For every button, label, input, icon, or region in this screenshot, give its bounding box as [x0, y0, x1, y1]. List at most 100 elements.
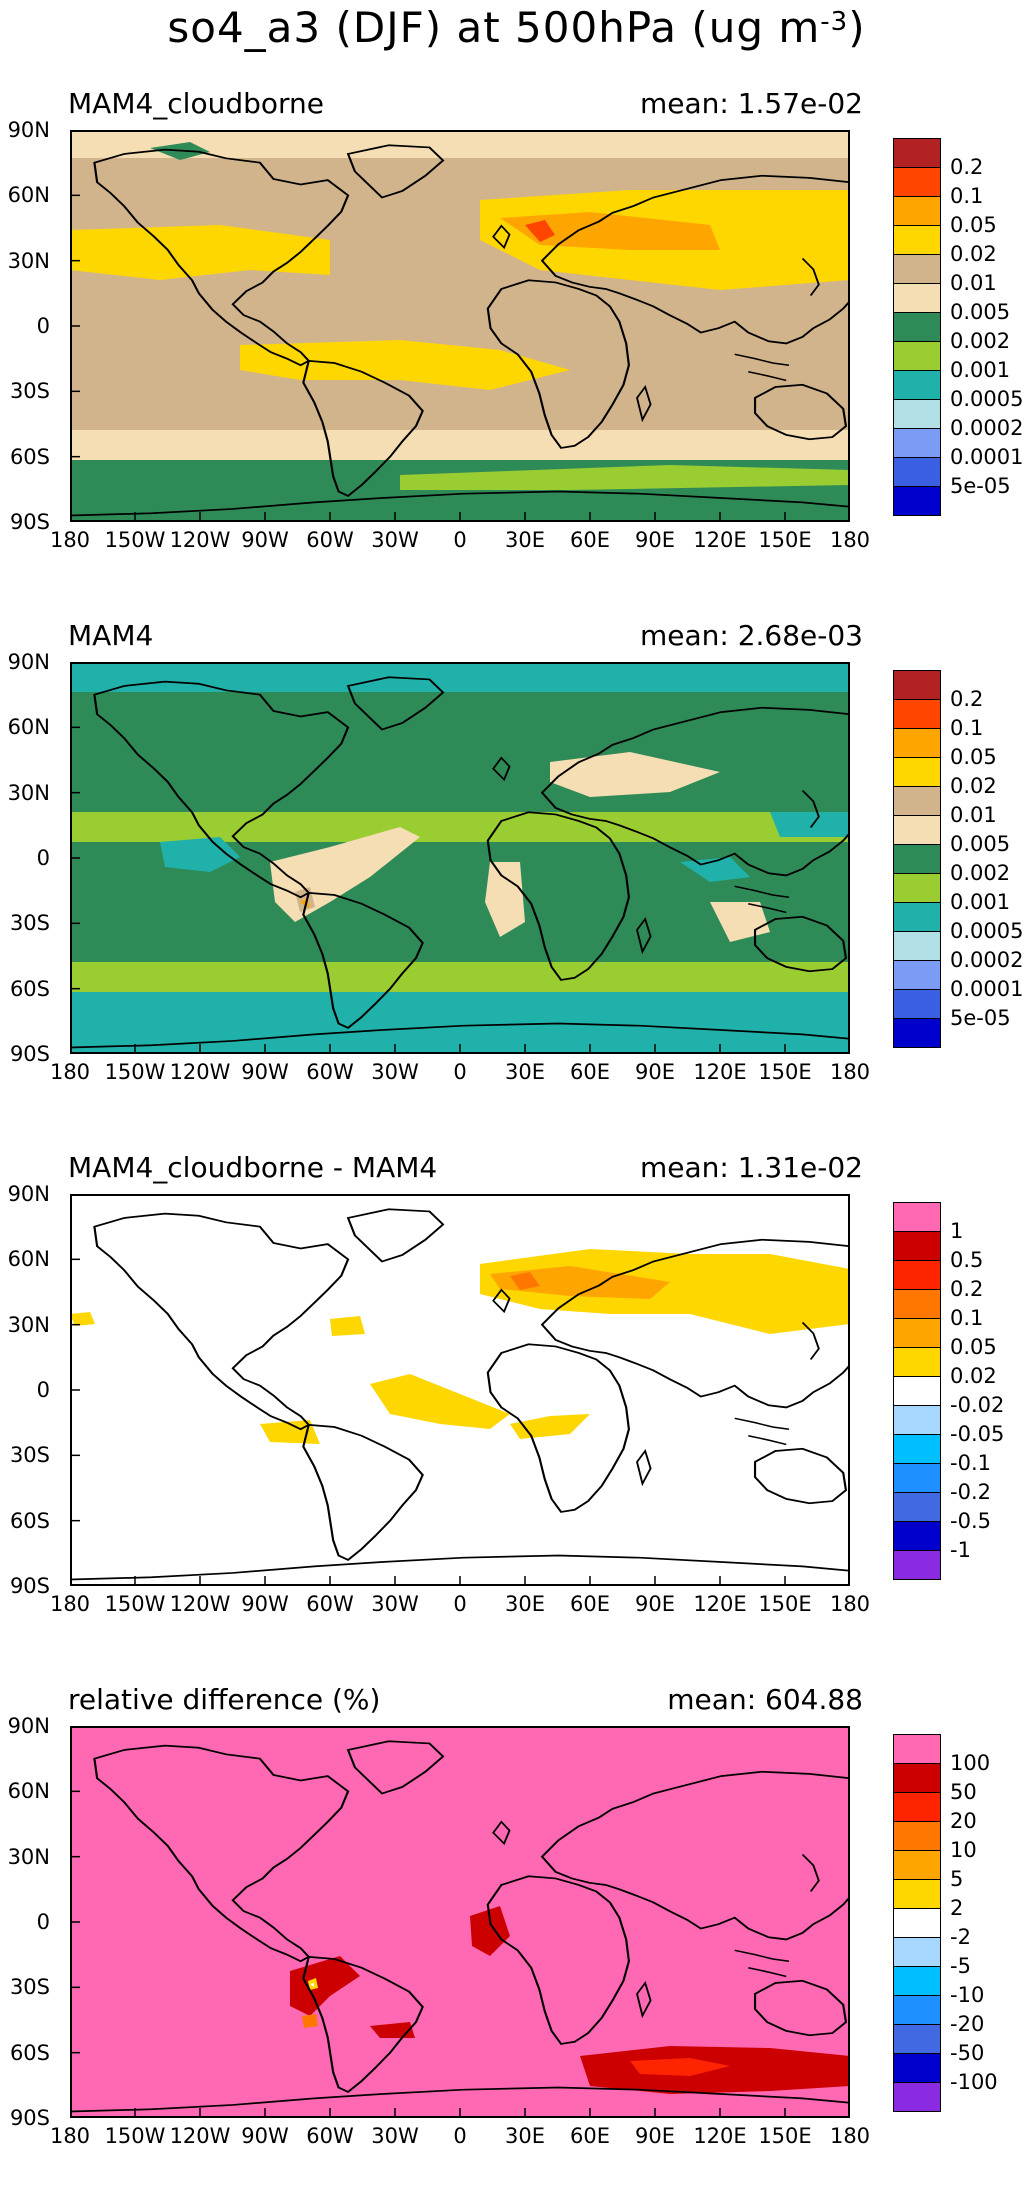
colorbar-label: -5	[950, 1954, 971, 1978]
colorbar-label: 0.001	[950, 358, 1011, 382]
contour-region	[770, 812, 850, 837]
colorbar-label: 0.1	[950, 716, 984, 740]
map-panel-4: relative difference (%) mean: 604.88 90N 60…	[0, 1682, 1033, 2212]
colorbar-label: 0.02	[950, 242, 997, 266]
lon-tick-label: 180	[49, 2124, 91, 2148]
colorbar-swatch	[893, 1405, 941, 1435]
map-plot	[70, 1726, 850, 2118]
map-plot	[70, 662, 850, 1054]
panel-mean: mean: 1.57e-02	[639, 87, 863, 120]
contour-region	[290, 1956, 360, 2016]
colorbar-label: 5e-05	[950, 1006, 1011, 1030]
colorbar-swatch	[893, 844, 941, 874]
lon-tick-label: 0	[453, 1060, 467, 1084]
colorbar-label: 50	[950, 1780, 977, 1804]
colorbar-label: 5	[950, 1867, 964, 1891]
lon-tick-label: 150W	[104, 1060, 166, 1084]
map-panel-3: MAM4_cloudborne - MAM4 mean: 1.31e-02 90N 6…	[0, 1150, 1033, 1680]
lon-tick-label: 60W	[306, 1592, 354, 1616]
colorbar-label: 0.0005	[950, 387, 1024, 411]
lat-tick-label: 60N	[7, 1247, 50, 1272]
panel-title: MAM4_cloudborne	[68, 87, 325, 120]
contour-region	[70, 962, 850, 992]
contour-region	[510, 1272, 540, 1290]
colorbar-label: 0.05	[950, 213, 997, 237]
lon-tick-label: 30E	[505, 1060, 545, 1084]
lon-tick-label: 60E	[570, 1592, 610, 1616]
colorbar-swatch	[893, 1821, 941, 1851]
colorbar-swatch	[893, 1879, 941, 1909]
contour-region	[630, 2058, 730, 2076]
lon-tick-label: 90E	[635, 2124, 675, 2148]
lat-tick-label: 60N	[7, 183, 50, 208]
colorbar-swatch	[893, 1995, 941, 2025]
contour-region	[400, 465, 850, 490]
colorbar-swatch	[893, 1492, 941, 1522]
lat-tick-label: 0	[36, 314, 50, 338]
colorbar-swatch	[893, 254, 941, 284]
lat-tick-label: 0	[36, 1378, 50, 1402]
map-background-field	[70, 1194, 850, 1586]
panel-mean: mean: 2.68e-03	[639, 619, 863, 652]
lon-tick-label: 150E	[758, 1060, 812, 1084]
map-panel-1: MAM4_cloudborne mean: 1.57e-02 90N 60N 30N 0 3…	[0, 86, 1033, 616]
colorbar-label: -0.1	[950, 1451, 991, 1475]
colorbar-label: -20	[950, 2012, 985, 2036]
lon-tick-label: 120W	[169, 528, 231, 552]
lat-tick-label: 30N	[7, 1312, 50, 1337]
contour-region	[370, 1374, 510, 1429]
figure-title: so4_a3 (DJF) at 500hPa (ug m-3)	[167, 3, 866, 52]
lat-tick-label: 30N	[7, 780, 50, 805]
contour-region	[580, 2046, 850, 2094]
colorbar-swatch	[893, 2024, 941, 2054]
colorbar-swatch	[893, 1792, 941, 1822]
lon-tick-label: 120W	[169, 1592, 231, 1616]
colorbar-label: 10	[950, 1838, 977, 1862]
lon-tick-label: 180	[829, 1592, 871, 1616]
lon-tick-label: 180	[829, 1060, 871, 1084]
contour-region	[470, 1906, 510, 1956]
colorbar-label: 20	[950, 1809, 977, 1833]
lat-tick-label: 90N	[7, 118, 50, 142]
panel-title: MAM4	[68, 619, 154, 652]
colorbar-swatch	[893, 670, 941, 700]
colorbar-label: 0.2	[950, 1277, 984, 1301]
lon-tick-label: 120E	[693, 1060, 747, 1084]
contour-region	[70, 662, 850, 692]
colorbar-swatch	[893, 1318, 941, 1348]
lat-tick-label: 90S	[9, 1574, 50, 1598]
lon-tick-label: 0	[453, 528, 467, 552]
map-panel-2: MAM4 mean: 2.68e-03 90N 60N 30N 0 30S 60S 90S 180…	[0, 618, 1033, 1148]
lon-tick-label: 30W	[371, 1060, 419, 1084]
lon-tick-label: 120W	[169, 1060, 231, 1084]
colorbar-swatch	[893, 902, 941, 932]
contour-region	[550, 752, 720, 797]
colorbar-label: 0.01	[950, 271, 997, 295]
lon-tick-label: 90W	[241, 528, 289, 552]
colorbar-label: -0.5	[950, 1509, 991, 1533]
colorbar-label: 0.1	[950, 1306, 984, 1330]
lat-tick-label: 90N	[7, 650, 50, 674]
lat-tick-label: 30S	[9, 1975, 50, 2000]
colorbar-label: 0.2	[950, 687, 984, 711]
colorbar-swatch	[893, 699, 941, 729]
lat-tick-label: 60S	[9, 2040, 50, 2065]
colorbar-label: -50	[950, 2041, 985, 2065]
lon-tick-label: 60E	[570, 528, 610, 552]
lat-tick-label: 30N	[7, 1844, 50, 1869]
colorbar-label: 0.02	[950, 1364, 997, 1388]
colorbar-label: -0.02	[950, 1393, 1005, 1417]
colorbar-label: 0.5	[950, 1248, 984, 1272]
colorbar-swatch	[893, 283, 941, 313]
colorbar-label: -10	[950, 1983, 985, 2007]
colorbar-label: 0.005	[950, 832, 1011, 856]
colorbar-label: 1	[950, 1219, 964, 1243]
colorbar-swatch	[893, 167, 941, 197]
lon-tick-label: 180	[49, 528, 91, 552]
lon-tick-label: 180	[49, 1060, 91, 1084]
panel-title: MAM4_cloudborne - MAM4	[68, 1151, 438, 1184]
colorbar-label: 0.0002	[950, 948, 1024, 972]
colorbar-label: 0.0001	[950, 445, 1024, 469]
lon-tick-label: 180	[49, 1592, 91, 1616]
lon-tick-label: 90W	[241, 1060, 289, 1084]
